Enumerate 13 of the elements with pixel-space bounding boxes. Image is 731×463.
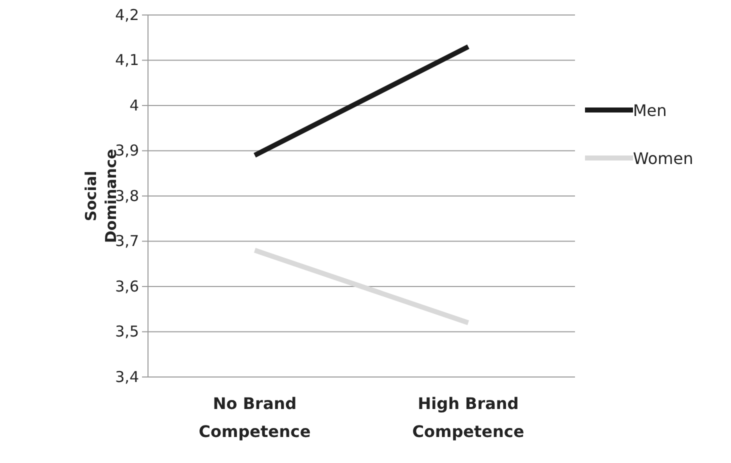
x-tick-label: No Brand Competence <box>198 394 311 441</box>
legend-label: Women <box>633 149 694 168</box>
y-tick-label: 3,6 <box>115 277 139 296</box>
x-tick-label: High Brand Competence <box>412 394 524 441</box>
y-tick-label: 3,8 <box>115 186 139 205</box>
y-tick-label: 3,5 <box>115 322 139 341</box>
y-tick-label: 4 <box>129 96 139 114</box>
y-tick-label: 3,4 <box>115 368 139 386</box>
y-tick-label: 4,1 <box>115 51 139 70</box>
legend-label: Men <box>633 101 667 120</box>
y-tick-label: 3,7 <box>115 232 139 250</box>
y-tick-label: 3,9 <box>115 142 139 160</box>
y-tick-label: 4,2 <box>115 6 139 24</box>
